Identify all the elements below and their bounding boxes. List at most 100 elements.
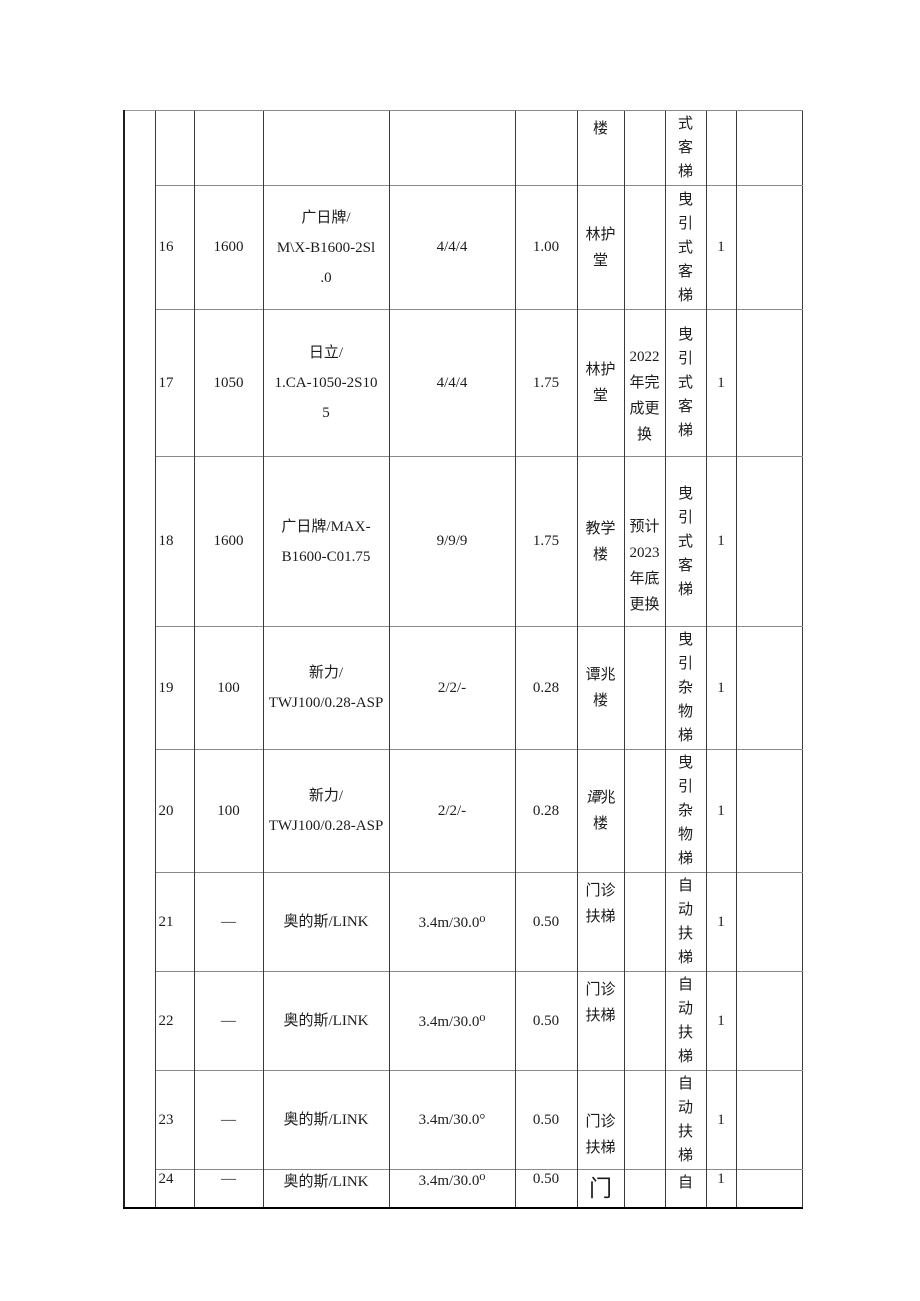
gutter-cell	[123, 110, 155, 1208]
cell-remark	[623, 971, 665, 1071]
table-row: 22 — 奥的斯/LINK 3.4m/30.0⁰ 0.50 门诊扶梯 自动扶梯 …	[124, 971, 802, 1071]
cell-load: —	[193, 1070, 263, 1170]
cell-type: 曳引式客梯	[664, 185, 706, 310]
cell-location: 林护堂	[576, 309, 624, 457]
type-vertical-text: 自动扶梯	[677, 977, 693, 1065]
cell-model: 广日牌/ M\X-B1600-2Sl .0	[262, 185, 389, 310]
cell-speed: 0.50	[514, 872, 577, 972]
cell-location: 门诊扶梯	[576, 872, 624, 972]
cell-no: 19	[154, 626, 194, 750]
type-vertical-text: 曳引式客梯	[677, 485, 693, 598]
type-vertical-text: 自	[677, 1175, 693, 1191]
cell-model: 奥的斯/LINK	[262, 1070, 389, 1170]
cell-remark: 预计2023年底更换	[623, 456, 665, 627]
cell-model: 日立/ 1.CA-1050-2S10 5	[262, 309, 389, 457]
cell-qty: 1	[705, 971, 736, 1071]
cell-blank	[735, 110, 802, 186]
type-vertical-text: 曳引杂物梯	[677, 632, 693, 744]
cell-type: 曳引杂物梯	[664, 626, 706, 750]
cell-qty: 1	[705, 1070, 736, 1170]
cell-remark	[623, 626, 665, 750]
cell-load: 1600	[193, 185, 263, 310]
elevator-table: 楼 式客梯 16 1600 广日牌/ M\X-B1600-2Sl .0 4/4/…	[123, 110, 803, 1209]
cell-location: 门诊扶梯	[576, 1070, 624, 1170]
cell-load: —	[193, 872, 263, 972]
cell-no: 24	[154, 1169, 194, 1208]
type-vertical-text: 式客梯	[677, 116, 693, 180]
cell-remark	[623, 1169, 665, 1208]
table-row: 20 100 新力/ TWJ100/0.28-ASP 2/2/- 0.28 谭兆…	[124, 749, 802, 873]
cell-remark	[623, 185, 665, 310]
table-row: 17 1050 日立/ 1.CA-1050-2S10 5 4/4/4 1.75 …	[124, 309, 802, 457]
cell-load: 1600	[193, 456, 263, 627]
cell-speed: 1.75	[514, 309, 577, 457]
cell-no: 18	[154, 456, 194, 627]
cell-no: 16	[154, 185, 194, 310]
cell-stops: 3.4m/30.0⁰	[388, 1169, 515, 1208]
cell-blank	[735, 872, 802, 972]
cell-stops: 4/4/4	[388, 185, 515, 310]
type-vertical-text: 曳引杂物梯	[677, 755, 693, 867]
type-vertical-text: 曳引式客梯	[677, 327, 693, 439]
table-row: 19 100 新力/ TWJ100/0.28-ASP 2/2/- 0.28 谭兆…	[124, 626, 802, 750]
cell-blank	[735, 626, 802, 750]
cell-remark	[623, 110, 665, 186]
cell-blank	[735, 749, 802, 873]
cell-remark	[623, 1070, 665, 1170]
table-row: 18 1600 广日牌/MAX- B1600-C01.75 9/9/9 1.75…	[124, 456, 802, 627]
table-row: 24 — 奥的斯/LINK 3.4m/30.0⁰ 0.50 门 自 1	[124, 1169, 802, 1208]
table-row: 21 — 奥的斯/LINK 3.4m/30.0⁰ 0.50 门诊扶梯 自动扶梯 …	[124, 872, 802, 972]
cell-speed: 0.50	[514, 971, 577, 1071]
cell-type: 自动扶梯	[664, 872, 706, 972]
partial-glyph: 门	[589, 1176, 612, 1201]
cell-blank	[735, 185, 802, 310]
cell-stops: 2/2/-	[388, 749, 515, 873]
cell-stops: 4/4/4	[388, 309, 515, 457]
cell-type: 曳引式客梯	[664, 456, 706, 627]
cell-load: 100	[193, 749, 263, 873]
cell-speed: 1.00	[514, 185, 577, 310]
cell-model: 新力/ TWJ100/0.28-ASP	[262, 626, 389, 750]
cell-remark: 2022年完成更换	[623, 309, 665, 457]
cell-no	[154, 110, 194, 186]
cell-speed: 1.75	[514, 456, 577, 627]
cell-no: 23	[154, 1070, 194, 1170]
type-vertical-text: 自动扶梯	[677, 878, 693, 966]
cell-qty: 1	[705, 872, 736, 972]
table-row: 23 — 奥的斯/LINK 3.4m/30.0° 0.50 门诊扶梯 自动扶梯 …	[124, 1070, 802, 1170]
cell-qty: 1	[705, 309, 736, 457]
cell-type: 自动扶梯	[664, 971, 706, 1071]
table-row: 16 1600 广日牌/ M\X-B1600-2Sl .0 4/4/4 1.00…	[124, 185, 802, 310]
cell-model: 广日牌/MAX- B1600-C01.75	[262, 456, 389, 627]
cell-blank	[735, 456, 802, 627]
cell-speed	[514, 110, 577, 186]
cell-blank	[735, 971, 802, 1071]
cell-type: 式客梯	[664, 110, 706, 186]
cell-remark	[623, 872, 665, 972]
cell-qty	[705, 110, 736, 186]
cell-location: 楼	[576, 110, 624, 186]
cell-qty: 1	[705, 456, 736, 627]
cell-blank	[735, 309, 802, 457]
cell-stops: 3.4m/30.0°	[388, 1070, 515, 1170]
cell-blank	[735, 1070, 802, 1170]
cell-location: 林护堂	[576, 185, 624, 310]
cell-no: 22	[154, 971, 194, 1071]
cell-type: 自动扶梯	[664, 1070, 706, 1170]
cell-load: —	[193, 971, 263, 1071]
cell-model	[262, 110, 389, 186]
cell-remark	[623, 749, 665, 873]
cell-load: 100	[193, 626, 263, 750]
cell-speed: 0.50	[514, 1070, 577, 1170]
cell-model: 奥的斯/LINK	[262, 872, 389, 972]
type-vertical-text: 曳引式客梯	[677, 191, 693, 304]
cell-speed: 0.28	[514, 626, 577, 750]
cell-type: 曳引杂物梯	[664, 749, 706, 873]
cell-location: 门诊扶梯	[576, 971, 624, 1071]
type-vertical-text: 自动扶梯	[677, 1076, 693, 1164]
cell-model: 奥的斯/LINK	[262, 971, 389, 1071]
cell-stops: 3.4m/30.0⁰	[388, 872, 515, 972]
cell-model: 新力/ TWJ100/0.28-ASP	[262, 749, 389, 873]
cell-qty: 1	[705, 626, 736, 750]
